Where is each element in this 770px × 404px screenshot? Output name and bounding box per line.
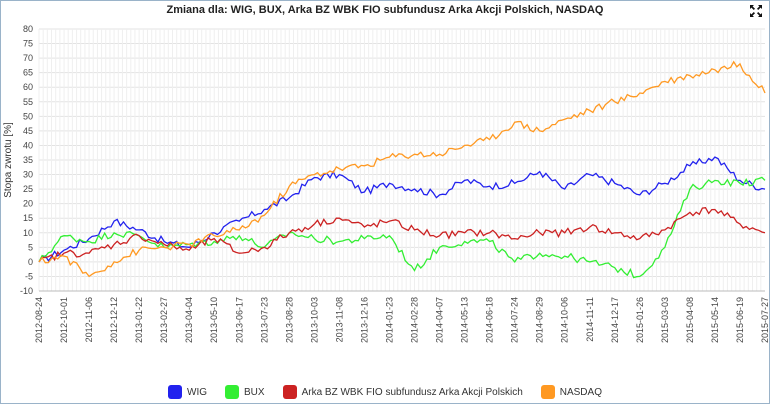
y-axis-label: Stopa zwrotu [%] — [3, 122, 14, 198]
x-tick-label: 2013-06-17 — [234, 297, 244, 343]
x-tick-label: 2012-10-01 — [59, 297, 69, 343]
legend-label: NASDAQ — [559, 386, 602, 398]
x-tick-label: 2013-11-08 — [334, 297, 344, 342]
y-tick-label: 25 — [23, 184, 33, 194]
x-tick-label: 2012-12-12 — [109, 297, 119, 343]
x-tick-label: 2013-07-23 — [259, 297, 269, 343]
series-line-4[interactable] — [38, 60, 766, 278]
y-tick-label: 60 — [23, 82, 33, 92]
legend-item-3[interactable]: Arka BZ WBK FIO subfundusz Arka Akcji Po… — [282, 385, 523, 399]
y-tick-label: 40 — [23, 140, 33, 150]
legend-label: WIG — [187, 386, 207, 398]
y-tick-label: -5 — [25, 271, 33, 281]
y-tick-label: 55 — [23, 97, 33, 107]
fullscreen-expand-icon[interactable] — [749, 4, 763, 18]
x-tick-label: 2015-01-26 — [635, 297, 645, 343]
legend-item-4[interactable]: NASDAQ — [540, 385, 602, 399]
y-tick-label: 50 — [23, 111, 33, 121]
x-tick-label: 2013-10-03 — [309, 297, 319, 343]
series-line-1[interactable] — [38, 156, 766, 263]
x-tick-label: 2014-12-17 — [610, 297, 620, 343]
y-axis: -10 -5 0 5 10 15 20 25 30 35 40 45 50 55 60 65 70 75 80 — [20, 24, 33, 296]
x-tick-label: 2012-11-06 — [84, 297, 94, 342]
plot-grid — [38, 28, 765, 292]
chart-title: Zmiana dla: WIG, BUX, Arka BZ WBK FIO su… — [166, 4, 604, 16]
y-tick-label: 10 — [23, 228, 33, 238]
legend-swatch — [540, 385, 555, 399]
legend-swatch — [168, 385, 182, 399]
x-tick-label: 2014-10-06 — [560, 297, 570, 343]
legend-swatch — [282, 385, 297, 399]
chart-legend: WIG BUX Arka BZ WBK FIO subfundusz Arka Ak… — [1, 385, 769, 399]
x-tick-label: 2014-05-13 — [460, 297, 470, 343]
series-line-3[interactable] — [38, 206, 766, 263]
y-tick-label: 5 — [28, 242, 33, 252]
legend-item-2[interactable]: BUX — [225, 385, 265, 399]
x-tick-label: 2014-08-29 — [535, 297, 545, 343]
legend-swatch — [225, 385, 239, 399]
x-tick-label: 2014-02-28 — [410, 297, 420, 343]
x-tick-label: 2015-03-03 — [660, 297, 670, 343]
y-tick-label: 30 — [23, 170, 33, 180]
x-tick-label: 2015-04-08 — [685, 297, 695, 343]
x-tick-label: 2015-05-14 — [710, 297, 720, 343]
legend-label: Arka BZ WBK FIO subfundusz Arka Akcji Po… — [301, 386, 523, 398]
x-tick-label: 2013-12-16 — [359, 297, 369, 343]
legend-label: BUX — [244, 386, 265, 398]
x-tick-label: 2015-06-19 — [735, 297, 745, 343]
y-tick-label: 20 — [23, 199, 33, 209]
y-tick-label: 75 — [23, 39, 33, 49]
y-tick-label: -10 — [20, 286, 33, 296]
y-tick-label: 15 — [23, 213, 33, 223]
x-tick-label: 2014-06-18 — [485, 297, 495, 343]
series-lines — [38, 60, 766, 279]
x-tick-label: 2014-04-07 — [435, 297, 445, 343]
line-chart: -10 -5 0 5 10 15 20 25 30 35 40 45 50 55 60 65 70 75 80 20… — [3, 24, 769, 343]
y-tick-label: 45 — [23, 126, 33, 136]
x-tick-label: 2013-08-28 — [284, 297, 294, 343]
y-tick-label: 35 — [23, 155, 33, 165]
x-tick-label: 2014-11-11 — [585, 297, 595, 342]
x-tick-label: 2014-01-23 — [384, 297, 394, 343]
x-axis: 2012-08-24 2012-10-01 2012-11-06 2012-12-12… — [34, 297, 769, 343]
x-tick-label: 2013-05-10 — [209, 297, 219, 343]
x-tick-label: 2014-07-24 — [510, 297, 520, 343]
y-tick-label: 0 — [28, 257, 33, 267]
legend-item-1[interactable]: WIG — [168, 385, 207, 399]
y-tick-label: 70 — [23, 53, 33, 63]
series-line-2[interactable] — [38, 176, 766, 279]
y-tick-label: 80 — [23, 24, 33, 34]
x-tick-label: 2013-04-04 — [184, 297, 194, 343]
x-tick-label: 2012-08-24 — [34, 297, 44, 343]
y-tick-label: 65 — [23, 68, 33, 78]
x-tick-label: 2015-07-27 — [760, 297, 769, 343]
x-tick-label: 2013-01-22 — [134, 297, 144, 343]
x-tick-label: 2013-02-27 — [159, 297, 169, 343]
